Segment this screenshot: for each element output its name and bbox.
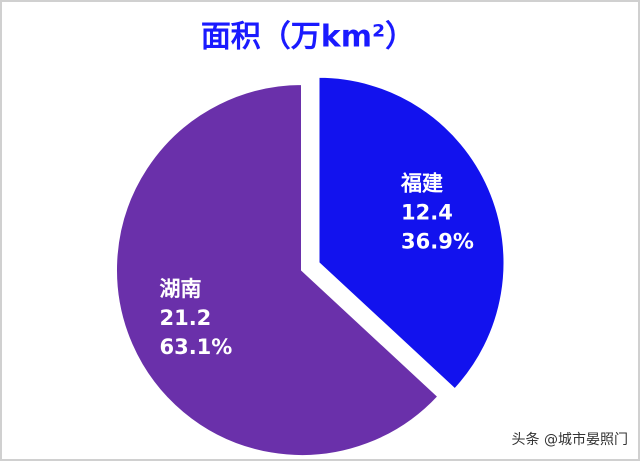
slice-percentage: 63.1% xyxy=(159,335,232,359)
slice-percentage: 36.9% xyxy=(401,230,474,254)
pie-slice xyxy=(317,75,506,391)
slice-category: 湖南 xyxy=(159,277,201,301)
slice-value: 21.2 xyxy=(159,306,211,330)
chart-title: 面积（万km²） xyxy=(201,20,415,55)
slice-value: 12.4 xyxy=(401,201,453,225)
pie-slice xyxy=(115,82,440,457)
watermark: 头条 @城市晏照门 xyxy=(512,431,628,448)
slice-category: 福建 xyxy=(400,172,443,196)
